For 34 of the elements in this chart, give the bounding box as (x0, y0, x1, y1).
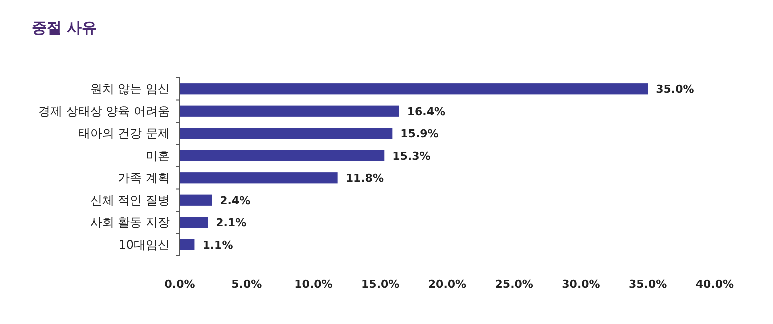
data-label: 15.3% (392, 150, 431, 163)
y-tick-label: 가족 계획 (118, 171, 170, 186)
data-label: 2.1% (216, 216, 247, 230)
y-tick-label: 10대임신 (118, 238, 170, 252)
x-tick-label: 15.0% (362, 278, 400, 291)
data-label: 35.0% (656, 83, 694, 96)
data-label: 16.4% (407, 105, 446, 118)
y-tick-label: 원치 않는 임신 (90, 82, 170, 96)
bar (180, 217, 208, 228)
data-label: 11.8% (346, 172, 384, 186)
bar (180, 150, 385, 162)
x-tick-label: 35.0% (629, 278, 668, 291)
bar (180, 194, 212, 206)
x-tick-label: 5.0% (232, 278, 262, 291)
chart-title: 중절 사유 (32, 19, 98, 37)
data-label: 15.9% (400, 128, 439, 141)
bar (180, 106, 400, 117)
y-tick-label: 미혼 (146, 148, 170, 163)
bar (180, 239, 195, 250)
bar (180, 84, 648, 95)
y-tick-label: 사회 활동 지장 (90, 216, 170, 230)
data-label: 2.4% (220, 194, 251, 208)
bar (180, 172, 338, 184)
x-tick-label: 25.0% (495, 278, 534, 291)
x-tick-label: 40.0% (696, 278, 734, 291)
x-tick-label: 0.0% (164, 278, 196, 291)
x-tick-label: 10.0% (294, 278, 333, 291)
x-tick-label: 20.0% (428, 278, 467, 291)
data-label: 1.1% (202, 238, 234, 252)
bar (180, 128, 393, 140)
y-tick-label: 경제 상태상 양육 어려움 (38, 104, 170, 118)
y-tick-label: 태아의 건강 문제 (78, 126, 170, 141)
y-tick-label: 신체 적인 질병 (90, 193, 170, 208)
x-tick-label: 30.0% (562, 278, 600, 291)
